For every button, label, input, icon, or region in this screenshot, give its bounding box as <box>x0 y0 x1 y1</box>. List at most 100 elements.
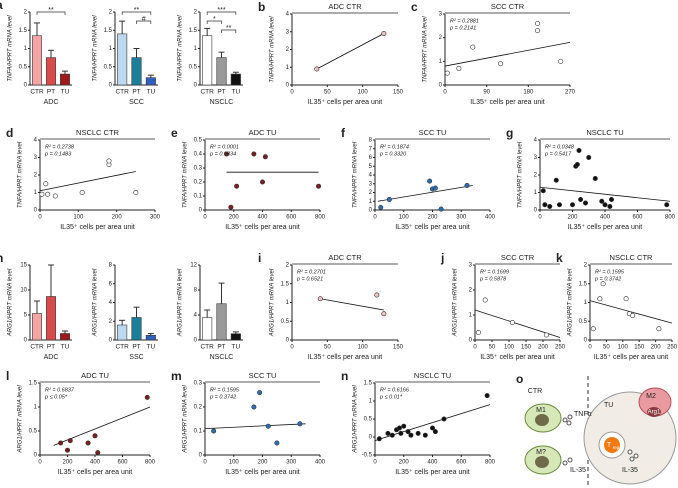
point <box>535 28 541 34</box>
chart-title: NSCLC CTR <box>610 253 654 262</box>
point <box>389 432 395 438</box>
bar <box>202 317 213 341</box>
y-tick-label: 1.5 <box>29 381 38 387</box>
chart-title: SCC TU <box>249 371 277 380</box>
y-tick-label: 0.3 <box>194 166 203 172</box>
point <box>470 44 476 50</box>
panel: b 0 1 2 3 4 TNFA/HPRT mRNA level ADC CTR 0 50 100 1… <box>258 0 404 106</box>
x-tick-label: PT <box>217 344 225 351</box>
x-tick-label: 0 <box>588 345 592 351</box>
panel-letter: k <box>556 251 563 265</box>
y-tick-label: 0.5 <box>579 319 588 325</box>
y-tick-label: 0.5 <box>194 138 203 144</box>
y-tick-label: 0.4 <box>194 152 203 158</box>
x-axis-label: IL35⁺ cells per area unit <box>594 354 669 361</box>
label: IL-35 <box>622 467 638 474</box>
y-tick-label: 1 <box>34 405 38 411</box>
significance-label: # <box>142 16 146 23</box>
chart-title: ADC CTR <box>328 2 362 11</box>
panel-letter: d <box>6 126 13 140</box>
bar <box>117 324 128 341</box>
point <box>578 197 584 203</box>
y-tick-label: 4 <box>194 313 198 319</box>
bar <box>230 333 241 341</box>
point <box>79 190 85 196</box>
x-axis-label: IL35⁺ cells per area unit <box>395 224 470 231</box>
x-tick-label: 250 <box>667 345 678 351</box>
panel-letter: j <box>440 251 444 265</box>
y-tick-label: 3 <box>534 155 538 161</box>
point <box>314 66 320 72</box>
y-tick-label: 1.5 <box>19 28 28 34</box>
x-tick-label: TU <box>146 89 155 96</box>
x-tick-label: 150 <box>393 90 404 96</box>
cytokine <box>629 456 635 462</box>
x-tick-label: CTR <box>115 344 129 351</box>
y-tick-label: 7 <box>369 146 373 152</box>
point <box>398 430 404 436</box>
y-tick-label: 1.5 <box>189 28 198 34</box>
y-tick-label: 4 <box>34 138 38 144</box>
y-tick-label: 1 <box>369 399 373 405</box>
y-axis-label: ARG1/HPRT mRNA level <box>93 268 99 337</box>
panel: e 0 0.1 0.2 0.3 0.4 0.5 TNFA/HPRT mRNA level ADC… <box>171 126 326 231</box>
y-tick-label: 15 <box>20 263 27 269</box>
fit-line <box>320 298 384 311</box>
point <box>133 190 139 196</box>
fit-line <box>377 185 473 202</box>
panel: l 0 0.5 1 1.5 ARG1/HPRT mRNA level ADC TU 0 200 4… <box>6 369 156 476</box>
bar <box>32 313 42 341</box>
annotation: p = 0.5878 <box>479 276 507 282</box>
panel-letter: m <box>171 369 182 383</box>
point <box>106 158 112 164</box>
x-axis-label: IL35⁺ cells per area unit <box>58 469 133 476</box>
cytokine <box>566 420 572 426</box>
x-tick-label: TU <box>146 344 155 351</box>
y-tick-label: 0.5 <box>104 64 113 70</box>
y-tick-label: 2 <box>584 263 588 269</box>
x-tick-label: 300 <box>286 460 297 466</box>
y-tick-label: 0 <box>194 83 198 89</box>
point <box>386 197 392 203</box>
x-tick-label: 400 <box>315 460 326 466</box>
label: Arg1 <box>648 410 661 416</box>
y-tick-label: 1.5 <box>364 381 373 387</box>
label: TNFα <box>574 411 592 418</box>
y-tick-label: 0.1 <box>194 194 203 200</box>
point <box>374 292 380 298</box>
chart-title: ADC TU <box>249 128 277 137</box>
y-tick-label: 3 <box>34 155 38 161</box>
x-axis-label: SSC <box>129 354 143 361</box>
x-axis-label: NSCLC <box>210 99 234 106</box>
panel: 0 4 8 12 ARG1/HPRT mRNA level CTR PT TU NSCLC <box>178 263 243 361</box>
y-tick-label: 0.5 <box>189 64 198 70</box>
y-tick-label: -0.5 <box>362 453 373 459</box>
y-axis-label: TNFA/HPRT mRNA level <box>183 141 189 208</box>
label: IL-35 <box>570 467 586 474</box>
label: M2 <box>646 393 656 400</box>
x-tick-label: 180 <box>523 90 534 96</box>
point <box>432 429 438 435</box>
annotation: R² = 0.2738 <box>45 144 75 150</box>
point <box>498 61 504 67</box>
y-tick-label: 0.5 <box>29 429 38 435</box>
y-axis-label: ARG1/HPRT mRNA level <box>18 385 24 454</box>
annotation: p = 0.1483 <box>44 151 72 157</box>
panel: d 0 1 2 3 4 TNFA/HPRT mRNA level NSCLC CTR 0 100 2… <box>6 126 161 231</box>
point <box>381 311 387 317</box>
point <box>52 193 58 199</box>
panel-letter: f <box>341 126 346 140</box>
point <box>224 151 230 157</box>
x-tick-label: 200 <box>427 215 438 221</box>
x-tick-label: 0 <box>38 215 42 221</box>
y-tick-label: 1 <box>534 190 538 196</box>
point <box>664 202 670 208</box>
point <box>482 297 488 303</box>
x-tick-label: 800 <box>145 460 156 466</box>
x-tick-label: 50 <box>324 90 331 96</box>
y-tick-label: 1 <box>584 300 588 306</box>
label: T <box>607 442 612 449</box>
x-tick-label: TU <box>61 89 70 96</box>
significance-bracket <box>36 11 66 15</box>
point <box>262 154 268 160</box>
